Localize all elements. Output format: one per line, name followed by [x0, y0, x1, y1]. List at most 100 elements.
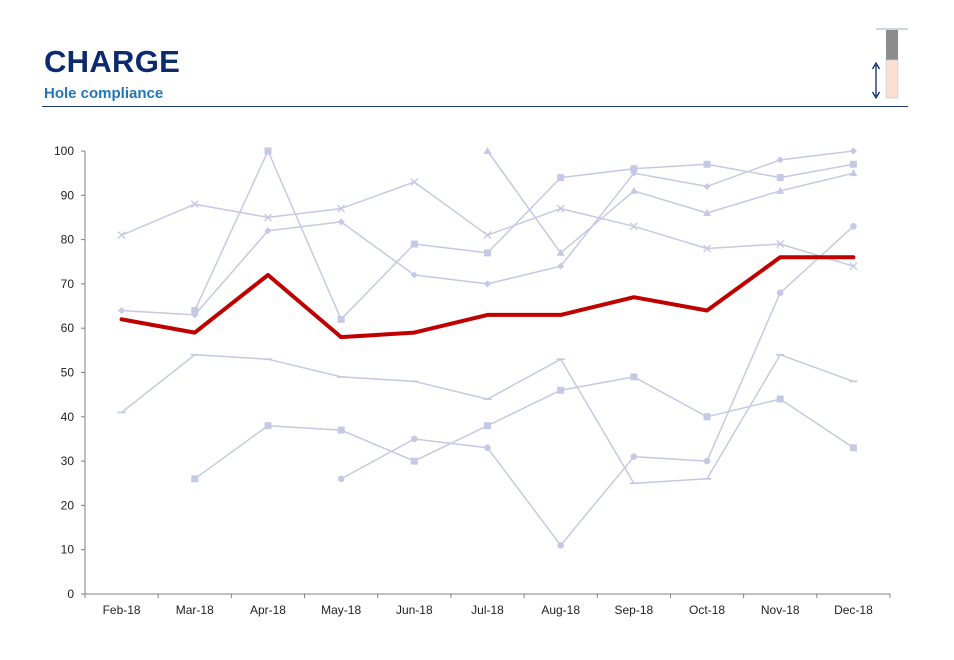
data-point-circle — [484, 444, 491, 452]
data-point-diamond — [118, 306, 126, 314]
data-point-triangle — [483, 147, 492, 154]
y-tick-label: 0 — [67, 587, 74, 601]
series-line — [194, 150, 855, 321]
data-point-circle — [337, 475, 345, 483]
data-point-triangle — [776, 186, 785, 194]
background-series-group — [117, 147, 858, 549]
data-point-square — [630, 165, 638, 173]
highlight-series — [119, 255, 856, 340]
x-tick-label: Aug-18 — [541, 603, 580, 617]
data-point-square — [703, 413, 711, 421]
data-point-diamond — [337, 218, 345, 226]
x-tick-label: Mar-18 — [176, 603, 214, 617]
data-point-square — [776, 174, 784, 182]
highlight-series-group — [119, 255, 856, 340]
data-point-x — [703, 244, 712, 253]
data-point-square — [484, 422, 491, 430]
y-tick-label: 70 — [61, 277, 75, 291]
data-point-square — [264, 147, 272, 155]
data-point-triangle — [703, 209, 712, 217]
data-point-x — [483, 231, 492, 240]
gauge-lower-segment — [885, 59, 899, 99]
y-tick-label: 80 — [61, 233, 75, 247]
x-tick-label: Feb-18 — [103, 603, 141, 617]
x-tick-label: Sep-18 — [615, 603, 654, 617]
header-divider — [42, 106, 908, 107]
series-line — [120, 150, 855, 316]
data-point-diamond — [484, 280, 491, 288]
gauge-arrow-down — [871, 91, 881, 100]
data-point-square — [264, 422, 272, 430]
data-point-x — [849, 262, 858, 271]
data-point-square — [410, 240, 418, 248]
background-series — [191, 373, 857, 483]
data-point-circle — [776, 289, 784, 297]
x-tick-label: Oct-18 — [689, 603, 725, 617]
data-point-square — [557, 174, 565, 182]
y-tick-label: 20 — [61, 498, 75, 512]
data-point-circle — [850, 223, 857, 230]
data-point-square — [337, 426, 345, 434]
data-point-square — [191, 475, 199, 483]
highlight-series-line — [119, 255, 856, 340]
data-point-square — [776, 395, 784, 403]
y-tick-label: 50 — [61, 366, 75, 380]
data-point-triangle — [629, 186, 638, 194]
y-tick-label: 60 — [61, 321, 75, 335]
data-point-diamond — [410, 271, 418, 279]
data-point-square — [630, 373, 638, 381]
x-tick-label: Jul-18 — [471, 603, 504, 617]
y-tick-label: 100 — [54, 144, 74, 158]
data-point-circle — [630, 453, 638, 460]
x-tick-label: Apr-18 — [250, 603, 286, 617]
x-tick-label: Nov-18 — [761, 603, 800, 617]
page-title: CHARGE — [44, 44, 181, 79]
data-point-triangle — [849, 169, 858, 177]
data-point-x — [410, 178, 419, 187]
series-line — [486, 150, 855, 254]
background-series — [483, 147, 858, 256]
x-tick-label: Dec-18 — [834, 603, 873, 617]
gauge-upper-segment — [886, 30, 898, 60]
series-line — [340, 225, 855, 547]
vertical-double-arrow-icon — [871, 28, 908, 100]
data-point-diamond — [703, 182, 711, 190]
data-point-square — [849, 444, 857, 452]
data-point-square — [703, 160, 711, 168]
data-point-circle — [411, 435, 418, 443]
data-point-square — [191, 306, 199, 314]
data-point-circle — [703, 457, 711, 465]
data-point-diamond — [776, 156, 784, 164]
data-point-x — [190, 200, 199, 209]
gauge-arrow-up — [871, 61, 881, 70]
data-point-square — [849, 160, 857, 168]
series-line — [194, 376, 855, 480]
y-tick-label: 10 — [61, 543, 75, 557]
y-tick-label: 90 — [61, 188, 75, 202]
data-point-diamond — [264, 227, 272, 235]
data-point-square — [557, 386, 565, 394]
data-point-x — [263, 213, 272, 222]
x-tick-label: May-18 — [321, 603, 361, 617]
background-series — [118, 147, 857, 319]
data-point-x — [556, 204, 565, 213]
background-series — [337, 223, 857, 549]
data-point-x — [337, 204, 346, 213]
chart-axes: 0 10 20 30 40 50 60 70 80 90 100 Feb-18 Mar-18 Apr-18… — [54, 144, 891, 617]
data-point-square — [410, 457, 418, 465]
background-series — [117, 178, 858, 271]
data-point-x — [629, 222, 638, 231]
data-point-diamond — [849, 147, 857, 155]
data-point-circle — [557, 541, 564, 549]
data-point-triangle — [556, 248, 565, 256]
background-series — [117, 353, 858, 485]
series-line — [120, 354, 855, 485]
background-series — [191, 147, 857, 323]
data-point-x — [776, 240, 785, 249]
data-point-diamond — [557, 262, 565, 270]
data-point-x — [117, 231, 126, 240]
data-point-square — [337, 315, 345, 323]
y-tick-label: 40 — [61, 410, 75, 424]
page-subtitle: Hole compliance — [44, 85, 164, 102]
